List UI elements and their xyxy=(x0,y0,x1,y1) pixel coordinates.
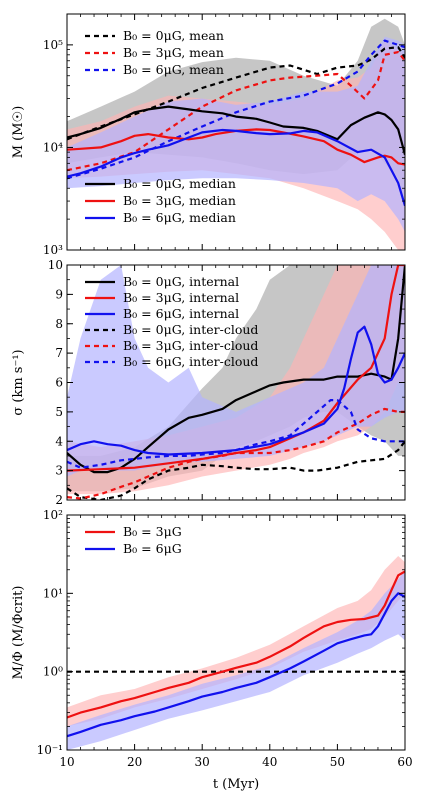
scatter-band-2 xyxy=(67,36,405,232)
x-tick-label: 60 xyxy=(397,755,412,769)
panel-mass: 10³ 10⁴ 10⁵ M (M☉) B₀ = 0μG, mean B₀ = 3μG, m… xyxy=(11,13,406,257)
y-tick-label: 10⁻¹ xyxy=(37,743,63,757)
legend-label: B₀ = 6μG, internal xyxy=(123,306,239,321)
y-axis-label: M (M☉) xyxy=(11,106,26,159)
legend-label: B₀ = 6μG xyxy=(123,541,182,556)
y-tick-label: 4 xyxy=(55,434,63,448)
plot-area xyxy=(67,265,405,500)
legend-label: B₀ = 3μG, median xyxy=(123,193,236,208)
axes-frame xyxy=(66,514,406,751)
legend: B₀ = 0μG, mean B₀ = 3μG, mean B₀ = 6μG, me… xyxy=(85,28,224,77)
series-line-1 xyxy=(67,570,405,719)
series-line-1 xyxy=(67,51,405,172)
y-axis-label: σ (km s⁻¹) xyxy=(11,349,26,415)
y-tick-label: 10⁴ xyxy=(43,140,63,154)
legend-label: B₀ = 0μG, mean xyxy=(123,28,224,43)
y-tick-label: 8 xyxy=(55,317,63,331)
x-tick-label: 10 xyxy=(59,755,74,769)
y-tick-label: 7 xyxy=(55,346,63,360)
y-tick-label: 10⁵ xyxy=(43,38,63,52)
legend-label: B₀ = 6μG, mean xyxy=(123,62,224,77)
legend-label: B₀ = 3μG, internal xyxy=(123,290,239,305)
series-line-3 xyxy=(67,440,405,500)
y-tick-label: 10¹ xyxy=(43,586,63,600)
series-line-5 xyxy=(67,128,405,207)
y-tick-label: 10² xyxy=(43,508,63,522)
series-line-2 xyxy=(67,592,405,738)
legend-label: B₀ = 0μG, median xyxy=(123,176,236,191)
legend: B₀ = 3μG B₀ = 6μG xyxy=(85,524,182,556)
x-axis-label: t (Myr) xyxy=(213,777,259,792)
y-tick-label: 6 xyxy=(55,376,63,390)
legend-label: B₀ = 0μG, inter-cloud xyxy=(123,322,258,337)
plot-area xyxy=(67,18,405,250)
axes-frame xyxy=(66,13,406,251)
y-tick-label: 9 xyxy=(55,287,63,301)
x-tick-label: 50 xyxy=(330,755,345,769)
legend-label: B₀ = 3μG, mean xyxy=(123,45,224,60)
y-tick-label: 5 xyxy=(55,405,63,419)
series-line-4 xyxy=(67,407,405,500)
y-tick-label: 10³ xyxy=(43,243,63,257)
x-tick-label: 20 xyxy=(127,755,142,769)
y-tick-label: 10⁰ xyxy=(43,665,63,679)
legend-label: B₀ = 6μG, median xyxy=(123,210,236,225)
x-tick-label: 40 xyxy=(262,755,277,769)
plot-area xyxy=(67,556,405,750)
panel-mass-to-flux: 10⁻¹ 10⁰ 10¹ 10² 10 20 30 40 50 60 M/Φ (M/Φcrit) t … xyxy=(11,508,413,792)
series-line-5 xyxy=(67,399,405,469)
series-line-3 xyxy=(67,105,405,155)
legend-label: B₀ = 0μG, internal xyxy=(123,274,239,289)
legend-label: B₀ = 3μG, inter-cloud xyxy=(123,338,258,353)
legend-label: B₀ = 3μG xyxy=(123,524,182,539)
x-tick-label: 30 xyxy=(195,755,210,769)
y-tick-label: 3 xyxy=(55,464,63,478)
y-axis-label: M/Φ (M/Φcrit) xyxy=(11,586,26,680)
scatter-band-1 xyxy=(67,569,405,750)
series-line-4 xyxy=(67,128,405,166)
scatter-band-0 xyxy=(67,556,405,727)
series-line-2 xyxy=(67,39,405,180)
legend: B₀ = 0μG, median B₀ = 3μG, median B₀ = 6μG… xyxy=(85,176,236,225)
legend-label: B₀ = 6μG, inter-cloud xyxy=(123,354,258,369)
y-tick-label: 2 xyxy=(55,493,63,507)
series-line-2 xyxy=(67,325,405,456)
y-tick-label: 10 xyxy=(48,258,63,272)
